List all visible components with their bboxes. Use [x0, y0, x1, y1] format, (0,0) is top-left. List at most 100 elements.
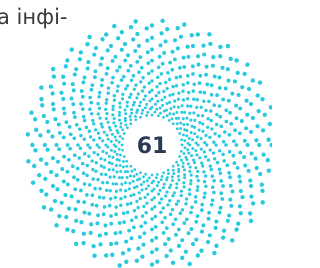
dot [118, 221, 122, 225]
dot [263, 113, 267, 117]
dot [111, 133, 114, 136]
dot [107, 138, 110, 141]
dot [260, 189, 264, 193]
dot [124, 87, 127, 90]
dot [100, 84, 104, 88]
dot [176, 127, 179, 130]
dot [107, 86, 111, 90]
dot [166, 71, 170, 75]
dot [243, 139, 247, 143]
dot [187, 91, 190, 94]
dot [164, 254, 168, 258]
dot [26, 132, 30, 136]
dot [226, 79, 230, 83]
dot [169, 213, 173, 217]
dot [197, 63, 201, 67]
dot [140, 66, 144, 70]
dot [185, 134, 188, 137]
dot [197, 114, 200, 117]
dot [91, 168, 94, 171]
dot [162, 231, 166, 235]
dot [96, 102, 99, 105]
dot [182, 98, 185, 101]
dot [189, 105, 192, 108]
dot [98, 91, 102, 95]
dot [204, 134, 207, 137]
dot [165, 226, 169, 230]
dot [150, 217, 154, 221]
dot [66, 182, 70, 186]
dot [207, 211, 211, 215]
dot [207, 158, 210, 161]
dot [90, 203, 94, 207]
dot [131, 37, 135, 41]
dot [191, 72, 195, 76]
dot [254, 157, 258, 161]
dot [126, 53, 130, 57]
dot [105, 134, 108, 137]
dot [61, 75, 65, 79]
dot [219, 172, 223, 176]
dot [56, 160, 60, 164]
dot [103, 205, 107, 209]
dot [49, 170, 53, 174]
dot [185, 158, 188, 161]
dot [162, 186, 165, 189]
dot [230, 92, 234, 96]
dot [167, 169, 170, 172]
dot [215, 93, 219, 97]
dot [177, 117, 180, 120]
dot [108, 155, 111, 158]
dot [236, 222, 240, 226]
dot [145, 103, 148, 106]
dot [218, 54, 222, 58]
dot [211, 64, 215, 68]
dot [65, 227, 69, 231]
dot [150, 23, 154, 27]
dot [186, 148, 189, 151]
dot [29, 110, 33, 114]
dot [247, 169, 251, 173]
dot [266, 158, 270, 162]
dot [109, 176, 112, 179]
dot [201, 43, 205, 47]
dot [108, 161, 111, 164]
dot [218, 76, 222, 80]
dot [97, 95, 101, 99]
dot [221, 184, 225, 188]
dot [208, 42, 212, 46]
dot [126, 101, 129, 104]
dot [115, 69, 119, 73]
dot [175, 186, 178, 189]
dot [134, 215, 138, 219]
dot [240, 195, 244, 199]
dot [220, 66, 224, 70]
dot [49, 84, 53, 88]
dot [204, 73, 208, 77]
dot [76, 143, 80, 147]
dot [42, 205, 46, 209]
dot [234, 58, 238, 62]
dot [224, 108, 228, 112]
dot [134, 118, 137, 121]
dot [141, 243, 145, 247]
dot [111, 59, 115, 63]
dot [44, 162, 48, 166]
dot [172, 169, 175, 172]
dot [66, 170, 70, 174]
dot [104, 232, 108, 236]
dot [112, 168, 115, 171]
dot [143, 85, 146, 88]
dot [113, 144, 116, 147]
dot [124, 117, 127, 120]
dot [43, 177, 47, 181]
dot [136, 178, 139, 181]
dot [133, 19, 137, 23]
dot [110, 81, 114, 85]
dot [130, 79, 133, 82]
dot [39, 189, 43, 193]
dot [105, 72, 109, 76]
dot [222, 140, 226, 144]
dot [67, 207, 71, 211]
dot [188, 193, 191, 196]
